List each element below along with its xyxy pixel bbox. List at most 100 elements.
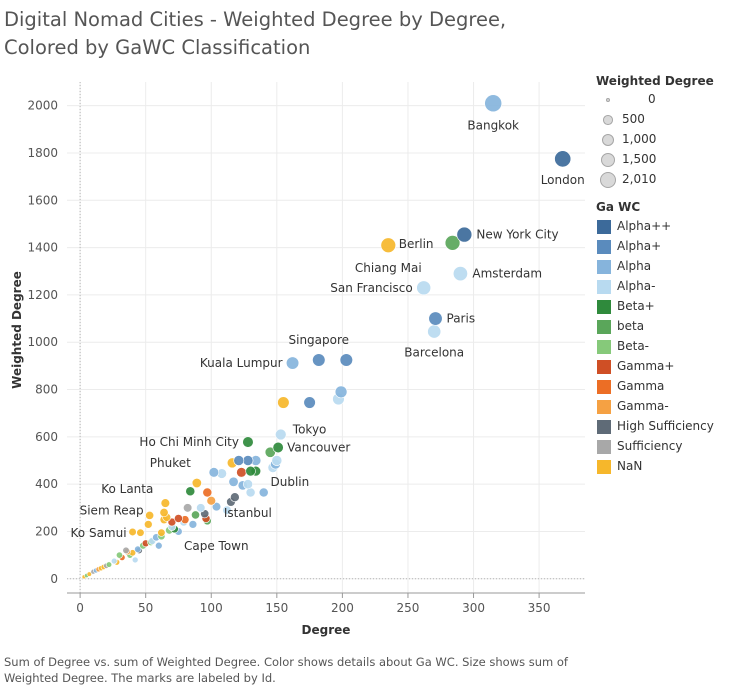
point-label: Ko Samui xyxy=(71,526,127,540)
data-point xyxy=(159,508,169,518)
color-swatch xyxy=(597,380,611,394)
point-label: Istanbul xyxy=(224,506,272,520)
data-point xyxy=(183,503,193,513)
color-legend-label: NaN xyxy=(617,459,643,473)
color-legend-item[interactable]: High Sufficiency xyxy=(596,418,732,438)
data-point xyxy=(191,510,200,520)
color-swatch xyxy=(597,420,611,434)
y-tick-label: 1400 xyxy=(27,241,58,255)
color-legend-label: Gamma xyxy=(617,379,665,393)
color-legend-item[interactable]: Alpha xyxy=(596,258,732,278)
data-point xyxy=(157,528,166,537)
y-tick-label: 200 xyxy=(35,524,58,538)
data-point xyxy=(155,541,163,550)
point-label: Singapore xyxy=(289,333,350,347)
point-berlin xyxy=(444,235,461,251)
data-point xyxy=(236,467,247,478)
size-legend-label: 2,010 xyxy=(622,172,657,186)
y-tick-label: 400 xyxy=(35,477,58,491)
size-legend-item: 1,500 xyxy=(596,151,726,171)
point-siem-reap xyxy=(145,510,155,520)
color-legend-item[interactable]: Alpha+ xyxy=(596,238,732,258)
point-chiang-mai xyxy=(380,237,397,253)
color-legend-item[interactable]: Gamma xyxy=(596,378,732,398)
color-swatch xyxy=(597,240,611,254)
color-swatch xyxy=(597,460,611,474)
size-legend-title: Weighted Degree xyxy=(596,74,714,88)
color-legend-label: High Sufficiency xyxy=(617,419,714,433)
color-legend-label: Alpha- xyxy=(617,279,656,293)
x-tick-label: 100 xyxy=(200,601,223,615)
x-tick-label: 50 xyxy=(138,601,153,615)
point-label: Phuket xyxy=(150,456,191,470)
data-point xyxy=(245,465,256,477)
size-legend-circle xyxy=(606,98,610,102)
point-label: Kuala Lumpur xyxy=(200,356,283,370)
color-swatch xyxy=(597,220,611,234)
point-tokyo xyxy=(303,396,316,409)
data-point xyxy=(222,505,232,515)
color-legend-item[interactable]: beta xyxy=(596,318,732,338)
x-tick-label: 200 xyxy=(331,601,354,615)
color-legend-label: Sufficiency xyxy=(617,439,683,453)
x-tick-label: 350 xyxy=(528,601,551,615)
color-legend-item[interactable]: NaN xyxy=(596,458,732,478)
color-swatch xyxy=(597,300,611,314)
point-label: Berlin xyxy=(399,237,434,251)
data-point xyxy=(228,476,239,487)
x-tick-label: 0 xyxy=(76,601,84,615)
color-legend-item[interactable]: Beta+ xyxy=(596,298,732,318)
color-legend-item[interactable]: Gamma+ xyxy=(596,358,732,378)
size-legend-item: 0 xyxy=(596,91,726,111)
data-point xyxy=(242,455,254,466)
point-label: Ko Lanta xyxy=(101,482,153,496)
color-legend-item[interactable]: Sufficiency xyxy=(596,438,732,458)
point-label: San Francisco xyxy=(330,281,412,295)
data-point xyxy=(334,385,348,399)
y-tick-label: 0 xyxy=(50,572,58,586)
color-swatch xyxy=(597,280,611,294)
color-swatch xyxy=(597,440,611,454)
point-label: Cape Town xyxy=(184,539,249,553)
data-point xyxy=(258,487,269,498)
points xyxy=(81,94,572,580)
point-bangkok xyxy=(484,94,503,113)
point-label: New York City xyxy=(476,228,558,242)
x-tick-label: 250 xyxy=(397,601,420,615)
data-point xyxy=(188,520,198,529)
color-legend-title: Ga WC xyxy=(596,200,641,214)
y-tick-label: 800 xyxy=(35,383,58,397)
size-legend-label: 1,000 xyxy=(622,132,657,146)
data-point xyxy=(105,561,113,568)
size-legend-item: 1,000 xyxy=(596,131,726,151)
color-legend-item[interactable]: Alpha- xyxy=(596,278,732,298)
point-new-york-city xyxy=(456,226,473,243)
color-legend-item[interactable]: Beta- xyxy=(596,338,732,358)
point-vancouver xyxy=(272,441,284,454)
data-point xyxy=(277,396,290,409)
y-axis-label: Weighted Degree xyxy=(10,271,24,389)
point-label: Siem Reap xyxy=(80,503,144,517)
data-point xyxy=(122,546,130,555)
color-legend-label: Alpha+ xyxy=(617,239,662,253)
size-legend-label: 0 xyxy=(648,92,656,106)
color-swatch xyxy=(597,320,611,334)
color-swatch xyxy=(597,360,611,374)
color-legend-item[interactable]: Gamma- xyxy=(596,398,732,418)
y-tick-label: 1800 xyxy=(27,146,58,160)
data-point xyxy=(86,571,92,577)
data-point xyxy=(211,502,222,512)
point-label: Paris xyxy=(447,312,476,326)
size-legend-item: 500 xyxy=(596,111,726,131)
chart-title: Digital Nomad Cities - Weighted Degree b… xyxy=(4,8,507,59)
point-label: Dublin xyxy=(271,475,310,489)
data-point xyxy=(202,487,213,498)
color-legend-label: Alpha xyxy=(617,259,652,273)
color-legend-item[interactable]: Alpha++ xyxy=(596,218,732,238)
axes: 0 200 400 600 800 1000 1200 1400 1600 1800 2000 0 50… xyxy=(27,82,585,615)
data-point xyxy=(271,455,283,466)
color-legend: Ga WC Alpha++ Alpha+ Alpha Alpha- Beta+ beta B… xyxy=(596,200,732,478)
size-legend-circle xyxy=(601,133,615,147)
point-barcelona xyxy=(427,324,442,339)
point-san-francisco xyxy=(416,280,432,296)
